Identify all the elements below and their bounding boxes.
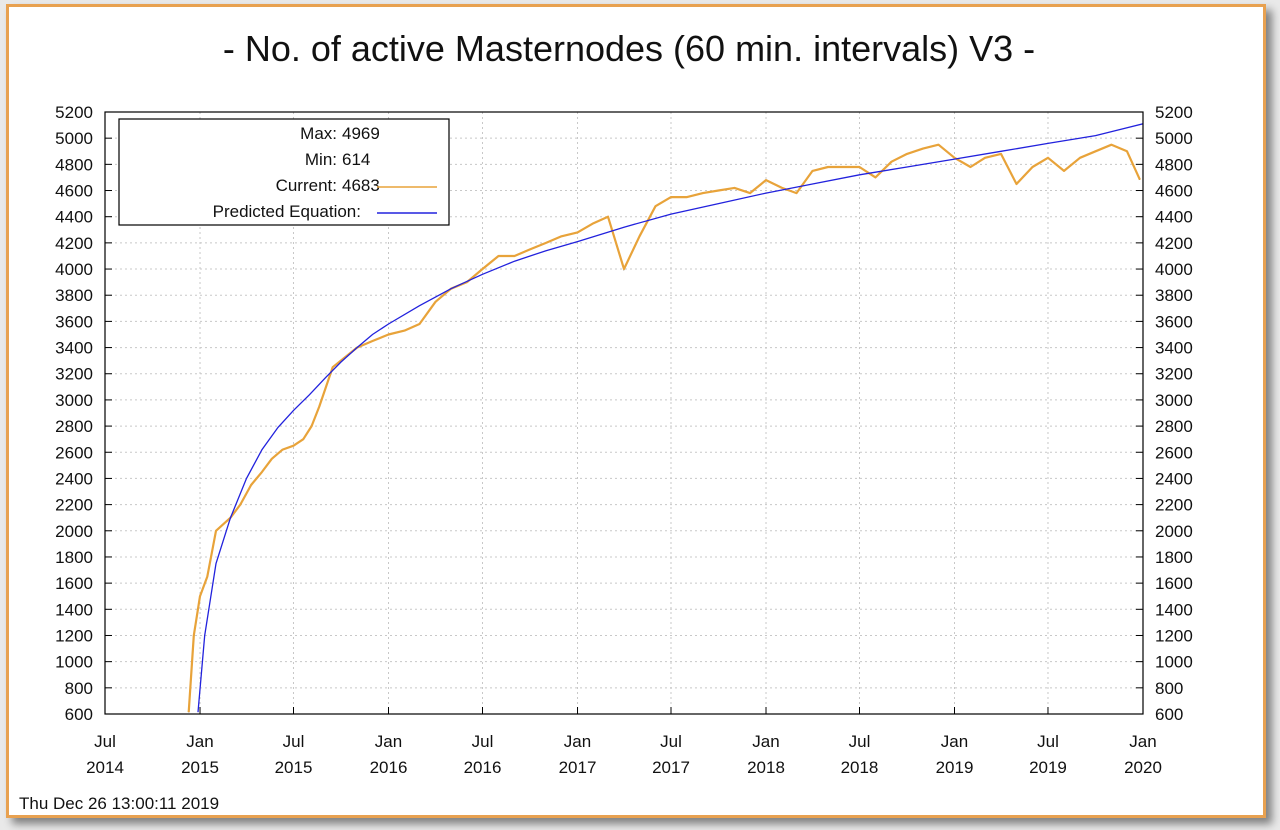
y-tick-label-right: 1400 bbox=[1155, 600, 1193, 619]
x-tick-label-year: 2015 bbox=[275, 758, 313, 777]
y-tick-label-left: 800 bbox=[65, 679, 93, 698]
masternodes-chart: - No. of active Masternodes (60 min. int… bbox=[19, 28, 1193, 813]
x-tick-label-month: Jan bbox=[186, 732, 213, 751]
x-tick-label-month: Jul bbox=[94, 732, 116, 751]
y-tick-label-right: 5200 bbox=[1155, 103, 1193, 122]
x-tick-label-year: 2018 bbox=[747, 758, 785, 777]
x-tick-label-year: 2015 bbox=[181, 758, 219, 777]
y-tick-label-left: 2800 bbox=[55, 417, 93, 436]
legend-current-label: Current: bbox=[276, 176, 337, 195]
y-tick-label-right: 3200 bbox=[1155, 365, 1193, 384]
x-tick-label-year: 2019 bbox=[936, 758, 974, 777]
y-tick-label-left: 2000 bbox=[55, 522, 93, 541]
x-tick-label-year: 2019 bbox=[1029, 758, 1067, 777]
y-tick-label-left: 3400 bbox=[55, 339, 93, 358]
y-tick-label-left: 1000 bbox=[55, 653, 93, 672]
y-tick-label-right: 4400 bbox=[1155, 208, 1193, 227]
x-tick-label-year: 2017 bbox=[652, 758, 690, 777]
x-tick-label-month: Jul bbox=[1037, 732, 1059, 751]
x-tick-label-year: 2016 bbox=[370, 758, 408, 777]
x-tick-label-month: Jan bbox=[1129, 732, 1156, 751]
y-tick-label-left: 600 bbox=[65, 705, 93, 724]
y-tick-label-right: 4000 bbox=[1155, 260, 1193, 279]
y-tick-label-right: 2800 bbox=[1155, 417, 1193, 436]
legend-max-value: 4969 bbox=[342, 124, 380, 143]
y-tick-label-right: 2400 bbox=[1155, 469, 1193, 488]
y-tick-label-left: 3800 bbox=[55, 286, 93, 305]
timestamp: Thu Dec 26 13:00:11 2019 bbox=[19, 794, 219, 813]
y-tick-label-right: 4600 bbox=[1155, 182, 1193, 201]
y-tick-label-right: 1000 bbox=[1155, 653, 1193, 672]
legend-max-label: Max: bbox=[300, 124, 337, 143]
plot-border bbox=[104, 111, 1144, 715]
legend-box bbox=[118, 118, 450, 226]
y-tick-label-left: 4000 bbox=[55, 260, 93, 279]
y-tick-label-right: 3400 bbox=[1155, 339, 1193, 358]
y-tick-label-left: 4200 bbox=[55, 234, 93, 253]
y-tick-label-right: 2000 bbox=[1155, 522, 1193, 541]
y-tick-label-right: 1600 bbox=[1155, 574, 1193, 593]
y-tick-label-left: 2200 bbox=[55, 496, 93, 515]
current-series-line bbox=[187, 143, 1141, 713]
chart-frame: - No. of active Masternodes (60 min. int… bbox=[6, 4, 1266, 818]
x-tick-label-year: 2020 bbox=[1124, 758, 1162, 777]
y-tick-label-right: 3000 bbox=[1155, 391, 1193, 410]
y-tick-label-left: 5200 bbox=[55, 103, 93, 122]
y-tick-label-left: 4400 bbox=[55, 208, 93, 227]
legend-current-value: 4683 bbox=[342, 176, 380, 195]
x-tick-label-year: 2017 bbox=[559, 758, 597, 777]
x-tick-label-month: Jul bbox=[660, 732, 682, 751]
y-tick-label-left: 1600 bbox=[55, 574, 93, 593]
current-series-gap-line bbox=[188, 143, 1141, 713]
y-tick-label-left: 2400 bbox=[55, 469, 93, 488]
predicted-series-line bbox=[197, 123, 1143, 713]
y-tick-label-right: 2200 bbox=[1155, 496, 1193, 515]
y-tick-label-right: 2600 bbox=[1155, 443, 1193, 462]
chart-title: - No. of active Masternodes (60 min. int… bbox=[223, 28, 1035, 69]
y-tick-label-right: 4200 bbox=[1155, 234, 1193, 253]
y-tick-label-right: 5000 bbox=[1155, 129, 1193, 148]
y-tick-label-left: 2600 bbox=[55, 443, 93, 462]
y-tick-label-left: 1800 bbox=[55, 548, 93, 567]
y-tick-label-right: 1800 bbox=[1155, 548, 1193, 567]
x-tick-label-month: Jan bbox=[941, 732, 968, 751]
y-tick-label-left: 4600 bbox=[55, 182, 93, 201]
legend-predicted-label: Predicted Equation: bbox=[213, 202, 361, 221]
y-tick-label-left: 1400 bbox=[55, 600, 93, 619]
x-tick-label-year: 2016 bbox=[464, 758, 502, 777]
y-tick-label-left: 1200 bbox=[55, 626, 93, 645]
x-tick-label-month: Jul bbox=[283, 732, 305, 751]
legend-min-value: 614 bbox=[342, 150, 370, 169]
x-tick-label-month: Jul bbox=[849, 732, 871, 751]
y-tick-label-right: 1200 bbox=[1155, 626, 1193, 645]
y-tick-label-left: 3600 bbox=[55, 312, 93, 331]
x-tick-label-month: Jan bbox=[375, 732, 402, 751]
x-tick-label-year: 2018 bbox=[841, 758, 879, 777]
y-tick-label-left: 3000 bbox=[55, 391, 93, 410]
y-tick-label-left: 4800 bbox=[55, 155, 93, 174]
y-axis-left: 600 800 1000 1200 1400 1600 1800 2000 2200 2400 26… bbox=[55, 103, 112, 724]
legend-min-label: Min: bbox=[305, 150, 337, 169]
y-tick-label-right: 4800 bbox=[1155, 155, 1193, 174]
y-axis-right: 600 800 1000 1200 1400 1600 1800 2000 2200 2400 26… bbox=[1136, 103, 1193, 724]
y-tick-label-right: 3600 bbox=[1155, 312, 1193, 331]
y-tick-label-right: 600 bbox=[1155, 705, 1183, 724]
plot-series bbox=[187, 123, 1143, 713]
legend: Max: 4969 Min: 614 Current: 4683 Predict… bbox=[118, 118, 450, 226]
x-tick-label-month: Jul bbox=[472, 732, 494, 751]
y-tick-label-right: 800 bbox=[1155, 679, 1183, 698]
y-tick-label-left: 5000 bbox=[55, 129, 93, 148]
x-axis: Jul 2014 Jan 2015 Jul 2015 Jan 2016 Jul 2016 Jan 20… bbox=[86, 707, 1162, 777]
x-tick-label-year: 2014 bbox=[86, 758, 124, 777]
x-tick-label-month: Jan bbox=[564, 732, 591, 751]
x-tick-label-month: Jan bbox=[752, 732, 779, 751]
y-tick-label-right: 3800 bbox=[1155, 286, 1193, 305]
y-tick-label-left: 3200 bbox=[55, 365, 93, 384]
